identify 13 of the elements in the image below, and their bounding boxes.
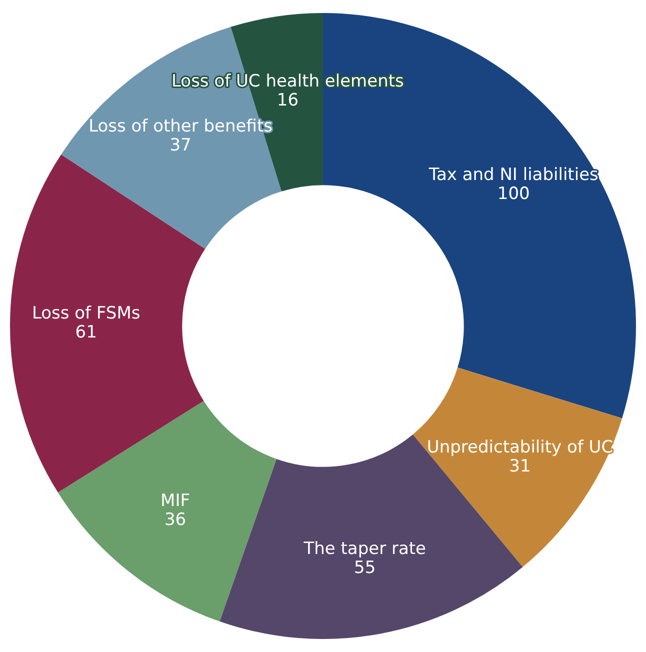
- slice-label: MIF: [160, 491, 190, 512]
- slice-label: Loss of UC health elements: [172, 72, 404, 92]
- data-label: 36: [164, 510, 186, 530]
- data-label: 100: [497, 184, 530, 204]
- data-label: 55: [354, 558, 376, 578]
- slice-label: The taper rate: [302, 539, 426, 560]
- slice-label: Unpredictability of UC: [426, 438, 614, 458]
- data-label: 37: [170, 136, 192, 156]
- data-label: 61: [75, 322, 97, 343]
- slice-label: Tax and NI liabilities: [428, 165, 599, 186]
- slice-label: Loss of FSMs: [32, 304, 140, 324]
- data-label: 16: [276, 90, 299, 111]
- data-label: 31: [509, 456, 531, 477]
